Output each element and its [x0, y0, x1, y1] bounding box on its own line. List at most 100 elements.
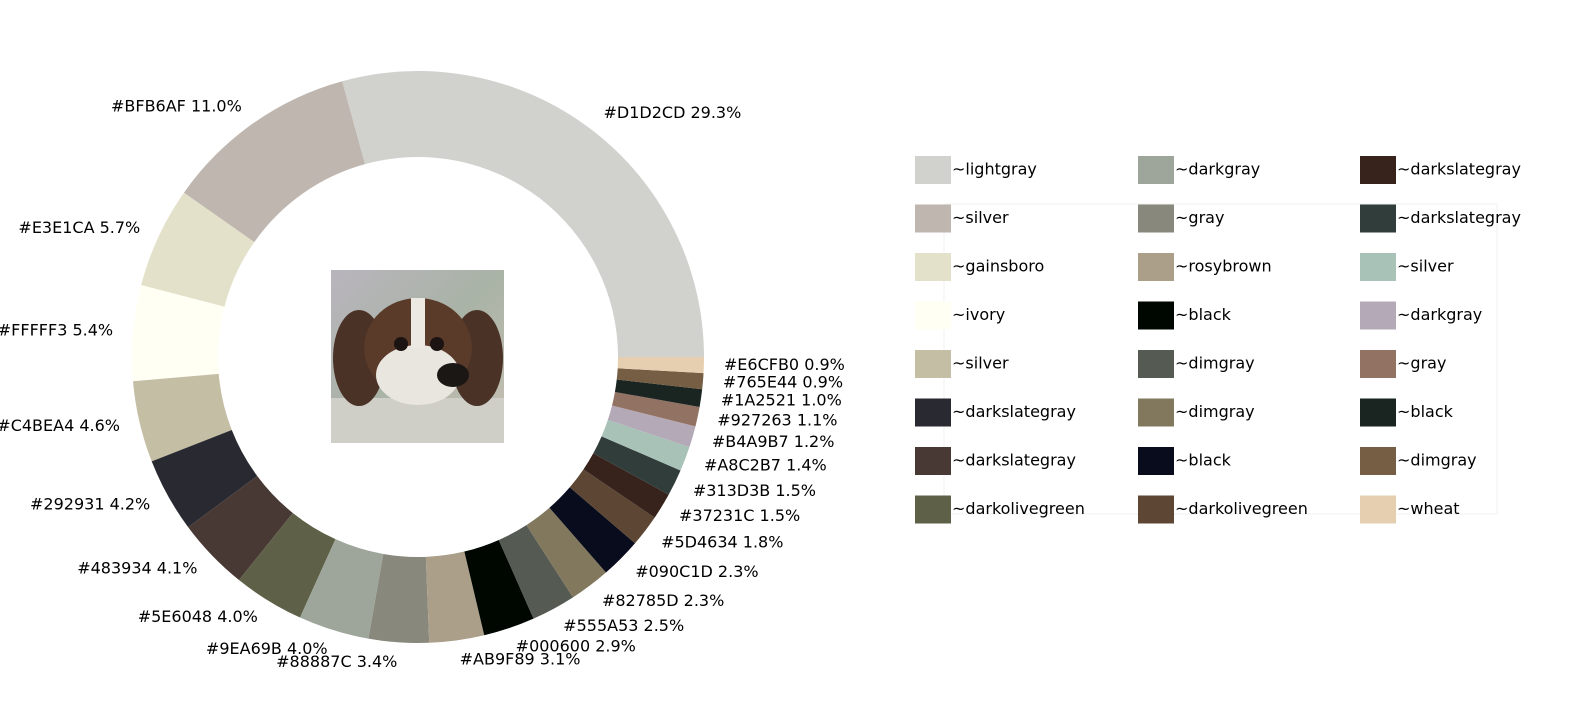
slice-label: #BFB6AF 11.0% — [111, 96, 242, 115]
legend-swatch — [1138, 301, 1174, 330]
slice-label: #000600 2.9% — [516, 636, 636, 655]
legend: ~lightgray ~silver ~gainsboro ~ivory ~silver… — [915, 156, 1521, 524]
legend-label: ~darkslategray — [1397, 208, 1521, 227]
slice-d1d2cd — [342, 70, 704, 357]
legend-swatch — [1138, 350, 1174, 378]
slice-e6cfb0 — [617, 357, 704, 374]
legend-swatch — [1138, 156, 1174, 184]
legend-label: ~darkgray — [1175, 160, 1260, 179]
slice-292931 — [151, 429, 258, 528]
legend-swatch — [915, 447, 951, 475]
slice-label: #5E6048 4.0% — [138, 607, 258, 626]
slice-label: #483934 4.1% — [77, 559, 197, 578]
slice-927263 — [612, 391, 700, 427]
legend-swatch — [1360, 204, 1396, 233]
slice-1a2521 — [614, 379, 703, 408]
slice-label: #82785D 2.3% — [602, 591, 724, 610]
slice-label: #292931 4.2% — [30, 495, 150, 514]
slice-5e6048 — [238, 512, 336, 618]
legend-swatch — [1360, 253, 1396, 281]
slice-b4a9b7 — [607, 405, 696, 447]
legend-swatch — [1138, 398, 1174, 427]
slice-a8c2b7 — [601, 419, 690, 471]
legend-swatch — [1360, 398, 1396, 427]
legend-label: ~silver — [952, 208, 1009, 227]
legend-label: ~dimgray — [1397, 451, 1477, 470]
legend-swatch — [1360, 447, 1396, 475]
legend-label: ~darkslategray — [1397, 160, 1521, 179]
legend-swatch — [1138, 204, 1174, 233]
slice-000600 — [464, 539, 534, 636]
slice-label: #9EA69B 4.0% — [206, 639, 328, 658]
slice-label: #E6CFB0 0.9% — [724, 355, 845, 374]
donut-slices — [132, 70, 704, 643]
legend-label: ~gray — [1175, 208, 1224, 227]
slice-765e44 — [616, 368, 704, 390]
slice-label: #37231C 1.5% — [679, 506, 800, 525]
legend-label: ~darkslategray — [952, 451, 1076, 470]
photo-shape — [411, 298, 425, 348]
slice-label: #88887C 3.4% — [276, 652, 397, 671]
slice-label: #AB9F89 3.1% — [460, 650, 581, 669]
legend-swatch — [1360, 350, 1396, 378]
legend-swatch — [1138, 253, 1174, 281]
slice-e3e1ca — [141, 192, 255, 307]
legend-label: ~darkslategray — [952, 402, 1076, 421]
legend-swatch — [1138, 447, 1174, 475]
legend-label: ~darkolivegreen — [1175, 499, 1308, 518]
legend-label: ~black — [1397, 402, 1454, 421]
legend-swatch — [1360, 495, 1396, 524]
slice-82785d — [526, 507, 606, 598]
slice-label: #765E44 0.9% — [723, 372, 843, 391]
legend-label: ~ivory — [952, 305, 1005, 324]
legend-swatch — [1138, 495, 1174, 524]
legend-label: ~wheat — [1397, 499, 1460, 518]
slice-label: #090C1D 2.3% — [635, 562, 758, 581]
slice-37231c — [583, 453, 669, 518]
slice-label: #D1D2CD 29.3% — [603, 103, 741, 122]
legend-label: ~silver — [1397, 257, 1454, 276]
slice-label: #313D3B 1.5% — [693, 481, 816, 500]
legend-swatch — [1360, 156, 1396, 184]
slice-313d3b — [593, 436, 681, 495]
legend-label: ~dimgray — [1175, 354, 1255, 373]
legend-swatch — [915, 350, 951, 378]
slice-9ea69b — [300, 539, 384, 639]
legend-swatch — [915, 156, 951, 184]
slice-label: #FFFFF3 5.4% — [0, 321, 113, 340]
legend-label: ~darkolivegreen — [952, 499, 1085, 518]
center-dog-photo — [331, 270, 504, 443]
slice-label: #555A53 2.5% — [563, 616, 684, 635]
slice-label: #A8C2B7 1.4% — [704, 455, 827, 474]
legend-label: ~rosybrown — [1175, 257, 1272, 276]
slice-c4bea4 — [133, 373, 232, 462]
slice-483934 — [188, 475, 293, 581]
legend-swatch — [915, 204, 951, 233]
legend-label: ~dimgray — [1175, 402, 1255, 421]
slice-fffff3 — [132, 285, 225, 382]
slice-090c1d — [549, 487, 636, 573]
legend-label: ~black — [1175, 451, 1232, 470]
legend-label: ~black — [1175, 305, 1232, 324]
legend-swatch — [915, 301, 951, 330]
legend-swatch — [915, 398, 951, 427]
slice-555a53 — [498, 525, 574, 619]
slice-88887c — [368, 553, 430, 643]
slice-labels: #D1D2CD 29.3% #BFB6AF 11.0% #E3E1CA 5.7% #F… — [0, 96, 845, 670]
slice-5d4634 — [569, 469, 655, 544]
photo-shape — [437, 363, 469, 387]
legend-swatch — [915, 495, 951, 524]
photo-shape — [376, 345, 460, 405]
legend-label: ~darkgray — [1397, 305, 1482, 324]
slice-label: #E3E1CA 5.7% — [18, 218, 140, 237]
slice-label: #1A2521 1.0% — [721, 391, 842, 410]
legend-label: ~gray — [1397, 354, 1446, 373]
photo-shape — [394, 337, 408, 351]
legend-label: ~lightgray — [952, 160, 1037, 179]
legend-label: ~silver — [952, 354, 1009, 373]
photo-shape — [430, 337, 444, 351]
legend-swatch — [1360, 301, 1396, 330]
legend-label: ~gainsboro — [952, 257, 1044, 276]
slice-label: #927263 1.1% — [717, 410, 837, 429]
slice-label: #5D4634 1.8% — [661, 532, 783, 551]
